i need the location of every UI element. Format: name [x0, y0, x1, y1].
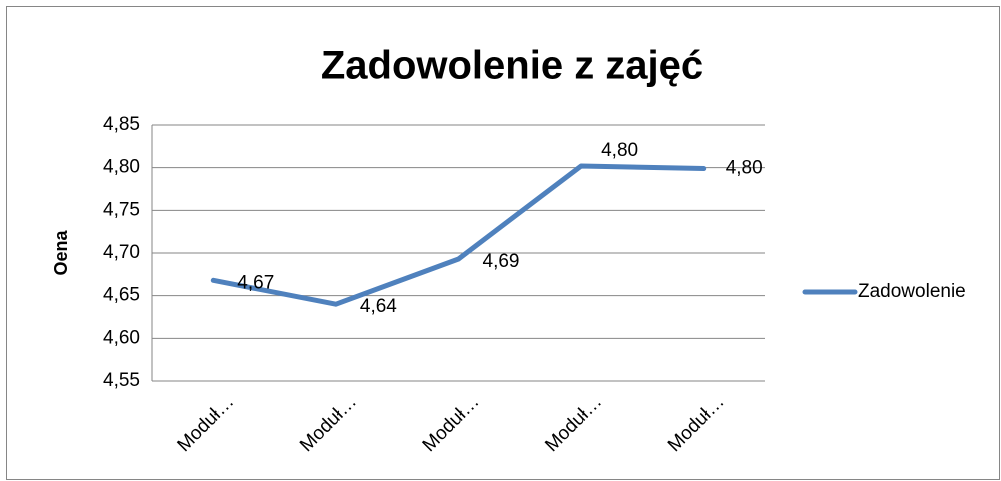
y-tick-label: 4,70: [103, 242, 140, 263]
data-label: 4,80: [601, 140, 638, 161]
y-tick-label: 4,75: [103, 199, 140, 220]
chart-title: Zadowolenie z zajęć: [321, 44, 703, 88]
y-tick-label: 4,60: [103, 327, 140, 348]
chart-frame: [6, 6, 1000, 480]
data-label: 4,80: [726, 158, 763, 179]
y-tick-label: 4,85: [103, 114, 140, 135]
series-line: [210, 163, 707, 307]
y-tick-label: 4,55: [103, 370, 140, 391]
data-label: 4,67: [237, 272, 274, 293]
data-label: 4,69: [483, 251, 520, 272]
y-axis-label: Oena: [51, 230, 71, 276]
y-tick-label: 4,65: [103, 285, 140, 306]
legend-label: Zadowolenie: [858, 281, 966, 302]
y-tick-label: 4,80: [103, 157, 140, 178]
data-label: 4,64: [360, 296, 397, 317]
